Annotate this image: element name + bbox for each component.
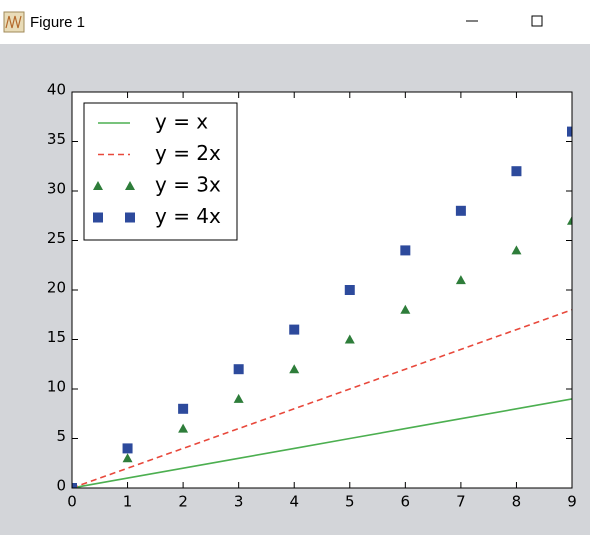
- y-tick-label: 25: [47, 229, 66, 247]
- series-line: [72, 309, 572, 488]
- marker-triangle: [178, 423, 189, 433]
- marker-square: [511, 166, 522, 177]
- y-tick-label: 5: [56, 427, 66, 445]
- x-tick-label: 6: [401, 493, 411, 511]
- legend-label: y = x: [155, 110, 208, 134]
- legend-label: y = 4x: [155, 204, 221, 228]
- marker-square: [178, 403, 189, 414]
- marker-triangle: [455, 275, 466, 285]
- x-tick-label: 1: [123, 493, 133, 511]
- marker-square: [72, 483, 77, 488]
- marker-square: [344, 285, 355, 295]
- marker-square: [400, 245, 411, 256]
- marker-triangle: [511, 245, 522, 255]
- window-title: Figure 1: [30, 14, 85, 31]
- y-tick-label: 40: [47, 81, 66, 99]
- title-bar: [0, 0, 590, 44]
- x-tick-label: 7: [456, 493, 466, 511]
- x-tick-label: 5: [345, 493, 355, 511]
- y-tick-label: 35: [47, 130, 66, 148]
- marker-triangle: [567, 215, 572, 225]
- legend-box: [83, 102, 238, 241]
- marker-square: [567, 126, 572, 137]
- plot-frame: [71, 91, 573, 489]
- x-tick-label: 4: [289, 493, 299, 511]
- y-tick-label: 10: [47, 378, 66, 396]
- marker-triangle: [93, 181, 103, 190]
- legend-label: y = 3x: [155, 173, 221, 197]
- x-tick-label: 9: [567, 493, 577, 511]
- x-tick-label: 8: [512, 493, 522, 511]
- maximize-button[interactable]: [531, 15, 543, 27]
- marker-triangle: [289, 364, 300, 374]
- y-tick-label: 15: [47, 328, 66, 346]
- app-icon-wave: [5, 15, 22, 29]
- marker-triangle: [400, 304, 411, 314]
- marker-triangle: [122, 453, 133, 463]
- marker-square: [455, 205, 466, 216]
- y-tick-label: 20: [47, 279, 66, 297]
- y-tick-label: 0: [56, 477, 66, 495]
- marker-square: [233, 364, 244, 375]
- marker-square: [125, 212, 135, 223]
- x-tick-label: 3: [234, 493, 244, 511]
- y-tick-label: 30: [47, 180, 66, 198]
- marker-triangle: [233, 393, 244, 403]
- series-line: [72, 398, 572, 488]
- marker-triangle: [344, 334, 355, 344]
- x-tick-label: 2: [178, 493, 188, 511]
- marker-square: [289, 324, 300, 335]
- marker-square: [93, 212, 103, 223]
- marker-triangle: [125, 181, 135, 190]
- legend-label: y = 2x: [155, 141, 221, 165]
- marker-square: [122, 443, 133, 454]
- x-tick-label: 0: [67, 493, 77, 511]
